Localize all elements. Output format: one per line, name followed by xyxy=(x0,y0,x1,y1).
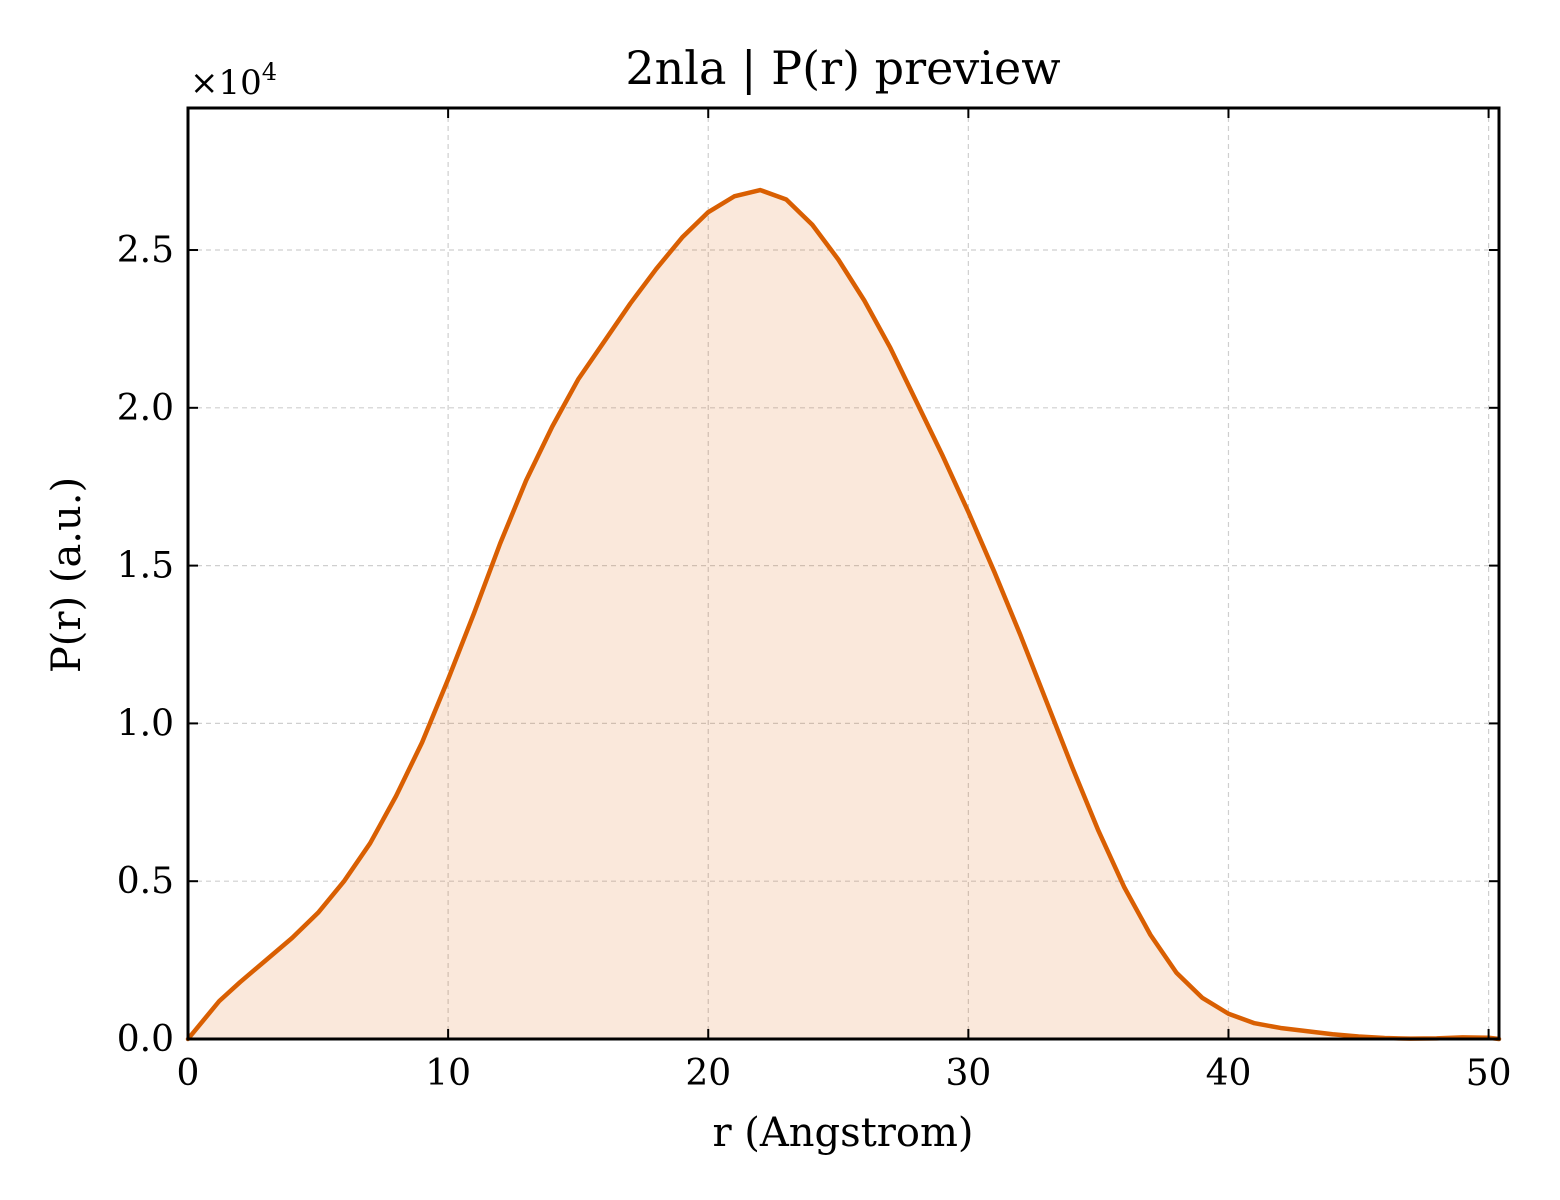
y-tick-label: 2.0 xyxy=(117,388,174,429)
series-area-fill xyxy=(188,190,1499,1040)
y-tick-label: 0.0 xyxy=(117,1019,174,1060)
y-tick-label: 1.0 xyxy=(117,703,174,744)
grid-lines xyxy=(188,108,1499,1039)
x-tick-label: 30 xyxy=(945,1053,991,1094)
x-tick-label: 0 xyxy=(177,1053,200,1094)
x-tick-label: 20 xyxy=(685,1053,731,1094)
x-tick-label: 50 xyxy=(1466,1053,1512,1094)
chart-title: 2nla | P(r) preview xyxy=(625,41,1060,95)
series-line xyxy=(185,187,1502,1042)
y-tick-label: 1.5 xyxy=(117,546,174,587)
x-tick-label: 40 xyxy=(1206,1053,1252,1094)
y-scale-multiplier: ×104 xyxy=(190,58,277,103)
y-tick-label: 0.5 xyxy=(117,861,174,902)
axis-ticks: 0 10 20 30 40 50 0.0 0.5 1.0 1.5 2.0 2.5 xyxy=(117,108,1512,1094)
series-layer xyxy=(185,187,1502,1042)
plot-frame xyxy=(186,106,1501,1041)
y-tick-label: 2.5 xyxy=(117,230,174,271)
x-tick-label: 10 xyxy=(425,1053,471,1094)
y-axis-label: P(r) (a.u.) xyxy=(44,477,90,673)
y-scale-exponent: 4 xyxy=(262,58,277,86)
x-axis-label: r (Angstrom) xyxy=(712,1110,973,1156)
y-scale-base: ×10 xyxy=(190,63,262,103)
